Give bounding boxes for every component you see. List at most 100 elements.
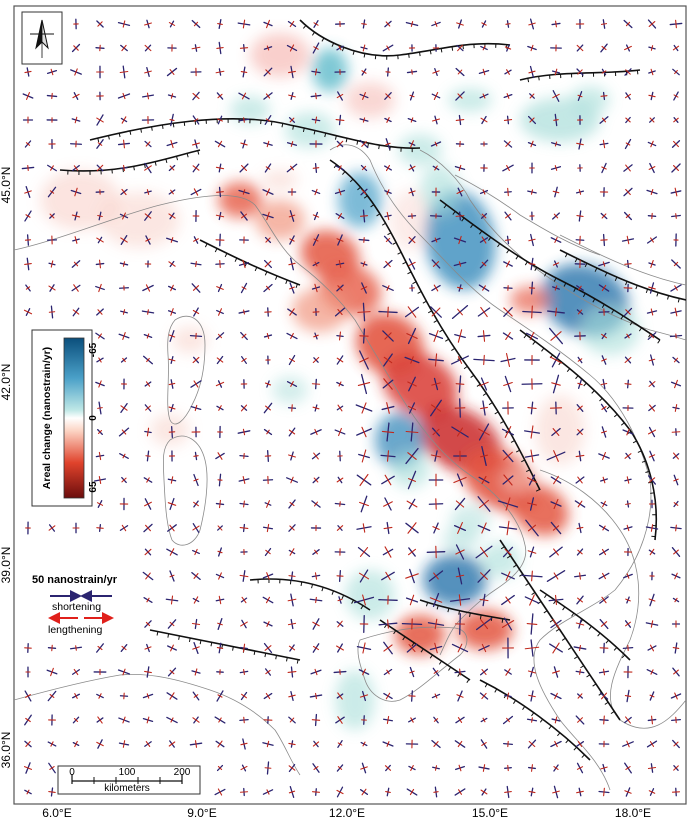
strain-lengthening-axis bbox=[120, 405, 128, 411]
strain-lengthening-axis bbox=[217, 694, 223, 698]
strain-lengthening-axis bbox=[265, 93, 271, 99]
fault-tick bbox=[232, 646, 234, 651]
fault-tick bbox=[214, 248, 218, 253]
strain-lengthening-axis bbox=[239, 47, 249, 49]
strain-lengthening-axis bbox=[577, 597, 583, 603]
fault-tick bbox=[458, 610, 461, 615]
strain-lengthening-axis bbox=[431, 382, 441, 386]
strain-lengthening-axis bbox=[553, 119, 559, 121]
strain-lengthening-axis bbox=[288, 765, 296, 771]
strain-lengthening-axis bbox=[506, 260, 510, 268]
strain-lengthening-axis bbox=[626, 428, 630, 436]
strain-lengthening-axis bbox=[265, 596, 271, 604]
fault-tick bbox=[599, 397, 603, 402]
strain-lengthening-axis bbox=[264, 382, 272, 386]
strain-lengthening-axis bbox=[481, 475, 487, 485]
strain-lengthening-axis bbox=[218, 572, 222, 580]
strain-lengthening-axis bbox=[25, 286, 31, 290]
fault-tick bbox=[381, 222, 386, 226]
strain-lengthening-axis bbox=[673, 261, 679, 267]
strain-lengthening-axis bbox=[674, 572, 678, 580]
strain-lengthening-axis bbox=[145, 141, 151, 147]
fault-tick bbox=[341, 47, 345, 52]
fault-tick bbox=[341, 595, 345, 600]
strain-lengthening-axis bbox=[25, 214, 31, 218]
colorbar-bottom-value: 65 bbox=[88, 481, 99, 493]
strain-lengthening-axis bbox=[145, 284, 151, 292]
strain-lengthening-axis bbox=[458, 789, 462, 795]
strain-lengthening-axis bbox=[288, 94, 296, 98]
fault-tick bbox=[535, 488, 540, 492]
strain-lengthening-axis bbox=[602, 525, 606, 531]
strain-lengthening-axis bbox=[457, 521, 463, 535]
strain-lengthening-axis bbox=[507, 187, 509, 197]
strain-lengthening-axis bbox=[49, 765, 55, 771]
strain-lengthening-axis bbox=[478, 499, 490, 509]
strain-lengthening-axis bbox=[577, 717, 583, 723]
strain-lengthening-axis bbox=[410, 117, 414, 123]
strain-lengthening-axis bbox=[361, 426, 367, 438]
strain-lengthening-axis bbox=[601, 333, 607, 339]
fault-tick bbox=[501, 618, 504, 623]
strain-lengthening-axis bbox=[361, 70, 367, 74]
fault-tick bbox=[597, 632, 601, 637]
strain-lengthening-axis bbox=[385, 93, 391, 99]
strain-lengthening-axis bbox=[169, 165, 175, 171]
strain-lengthening-axis bbox=[96, 502, 104, 506]
strain-lengthening-axis bbox=[289, 548, 295, 556]
strain-lengthening-axis bbox=[433, 718, 439, 722]
fault-tick bbox=[452, 211, 456, 215]
fault-tick bbox=[531, 712, 535, 717]
strain-lengthening-axis bbox=[386, 211, 390, 221]
fault-tick bbox=[97, 137, 100, 143]
strain-lengthening-axis bbox=[673, 357, 679, 363]
strain-lengthening-axis bbox=[410, 717, 414, 723]
strain-lengthening-axis bbox=[456, 694, 464, 698]
strain-lengthening-axis bbox=[217, 740, 223, 748]
strain-lengthening-axis bbox=[529, 594, 535, 606]
strain-lengthening-axis bbox=[194, 668, 198, 676]
strain-lengthening-axis bbox=[74, 68, 78, 76]
strain-lengthening-axis bbox=[170, 717, 174, 723]
strain-lengthening-axis bbox=[145, 740, 151, 748]
strain-lengthening-axis bbox=[674, 307, 678, 317]
strain-lengthening-axis bbox=[405, 430, 419, 434]
strain-lengthening-axis bbox=[650, 524, 654, 532]
strain-lengthening-axis bbox=[578, 285, 582, 291]
strain-lengthening-axis bbox=[602, 139, 606, 149]
fault-tick bbox=[621, 654, 626, 659]
strain-lengthening-axis bbox=[122, 261, 126, 267]
strain-lengthening-axis bbox=[240, 164, 248, 172]
strain-lengthening-axis bbox=[290, 332, 294, 340]
strain-lengthening-axis bbox=[25, 740, 31, 748]
strain-lengthening-axis bbox=[266, 45, 270, 51]
strain-lengthening-axis bbox=[579, 572, 581, 580]
fault-line bbox=[559, 249, 686, 301]
strain-lengthening-axis bbox=[242, 19, 246, 29]
fault-tick bbox=[571, 612, 575, 617]
strain-lengthening-axis bbox=[361, 189, 367, 195]
strain-lengthening-axis bbox=[145, 524, 151, 532]
fault-tick bbox=[470, 374, 475, 378]
fault-tick bbox=[333, 164, 337, 169]
strain-lengthening-axis bbox=[649, 644, 655, 652]
strain-lengthening-axis bbox=[288, 790, 296, 794]
strain-lengthening-axis bbox=[338, 427, 342, 437]
strain-lengthening-axis bbox=[432, 261, 440, 267]
fault-tick bbox=[402, 261, 407, 265]
strain-lengthening-axis bbox=[527, 502, 537, 506]
fault-tick bbox=[515, 255, 519, 260]
strain-lengthening-axis bbox=[337, 620, 343, 628]
strain-lengthening-axis bbox=[528, 70, 536, 74]
fault-tick bbox=[178, 635, 180, 640]
strain-lengthening-axis bbox=[407, 522, 417, 534]
fault-tick bbox=[469, 612, 471, 617]
strain-lengthening-axis bbox=[215, 70, 225, 74]
strain-lengthening-axis bbox=[242, 643, 246, 653]
strain-lengthening-axis bbox=[554, 740, 558, 748]
fault-tick bbox=[575, 375, 579, 380]
strain-lengthening-axis bbox=[505, 596, 511, 604]
strain-lengthening-axis bbox=[673, 165, 679, 171]
fault-tick bbox=[270, 121, 273, 126]
strain-lengthening-axis bbox=[480, 117, 488, 123]
